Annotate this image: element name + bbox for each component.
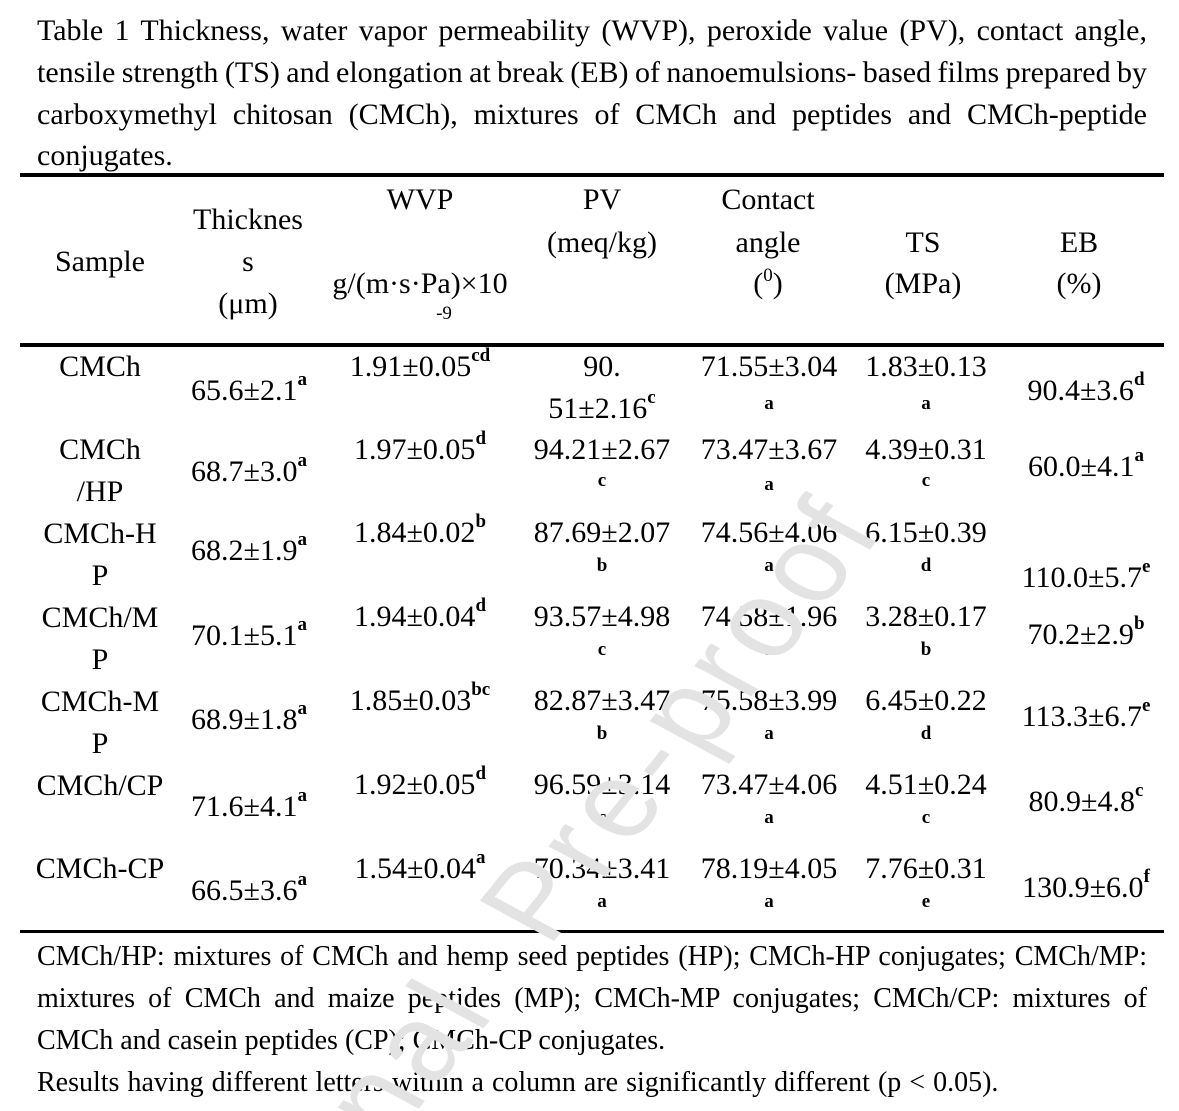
svg-text:Journal Pre-proof: Journal Pre-proof	[135, 475, 911, 1111]
